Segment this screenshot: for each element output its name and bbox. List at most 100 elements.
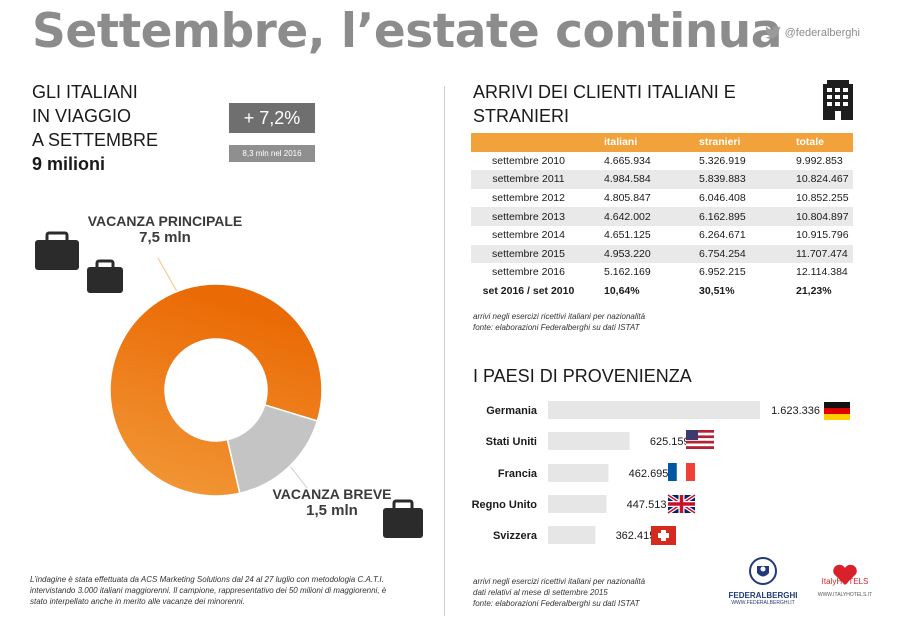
main-leader-line bbox=[157, 257, 181, 298]
arrivals-heading-line: ARRIVI DEI CLIENTI ITALIANI E STRANIERI bbox=[473, 82, 736, 126]
table-row: settembre 2014 4.651.125 6.264.671 10.91… bbox=[471, 226, 853, 245]
column-header: italiani bbox=[586, 133, 687, 152]
cell-italiani: 4.984.584 bbox=[586, 170, 687, 189]
vacation-donut-chart bbox=[35, 231, 423, 538]
cell-italiani: 5.162.169 bbox=[604, 266, 651, 279]
table-note-line: fonte: elaborazioni Federalberghi su dat… bbox=[473, 323, 640, 332]
twitter-bird-icon bbox=[764, 26, 781, 39]
bar bbox=[548, 401, 760, 419]
bar bbox=[548, 432, 630, 450]
table-note-line: arrivi negli esercizi ricettivi italiani… bbox=[473, 312, 646, 321]
row-period: settembre 2010 bbox=[492, 154, 565, 167]
survey-footnote: L’indagine è stata effettuata da ACS Mar… bbox=[30, 575, 387, 606]
table-note: arrivi negli esercizi ricettivi italiani… bbox=[473, 311, 645, 333]
cell-italiani: 4.805.847 bbox=[604, 192, 651, 205]
suitcase-icon bbox=[35, 231, 79, 270]
column-header: stranieri bbox=[687, 133, 784, 152]
page-title: Settembre, l’estate continua bbox=[32, 4, 782, 59]
table-header-row: italiani stranieri totale bbox=[471, 133, 853, 152]
cell-stranieri: 6.162.895 bbox=[687, 207, 784, 226]
cell-stranieri: 6.754.254 bbox=[687, 244, 784, 264]
cell-totale: 9.992.853 bbox=[796, 154, 843, 167]
federalberghi-name: FEDERALBERGHI bbox=[728, 591, 798, 600]
cell-stranieri: 5.326.919 bbox=[699, 154, 746, 167]
france-flag-icon bbox=[668, 462, 695, 482]
change-note: 8,3 mln nel 2016 bbox=[229, 145, 315, 162]
cell-totale: 10.915.796 bbox=[796, 229, 849, 242]
column-header: totale bbox=[784, 133, 853, 152]
bar-category-label: Francia bbox=[498, 468, 538, 480]
summary-period: set 2016 / set 2010 bbox=[471, 281, 586, 301]
summary-italiani: 10,64% bbox=[586, 281, 687, 301]
segment-label-short: VACANZA BREVE 1,5 mln bbox=[262, 486, 402, 519]
donut-slice-short bbox=[226, 403, 319, 495]
bar-category-label: Germania bbox=[486, 405, 538, 417]
switzerland-flag-icon bbox=[651, 526, 676, 545]
segment-name: VACANZA PRINCIPALE bbox=[87, 213, 243, 229]
bar-value-label: 625.159 bbox=[650, 436, 690, 448]
table-row: settembre 2013 4.642.002 6.162.895 10.80… bbox=[471, 207, 853, 226]
cell-totale: 10.804.897 bbox=[784, 207, 853, 226]
heart-icon bbox=[833, 564, 857, 585]
bar-value-label: 1.623.336 bbox=[771, 405, 820, 417]
usa-flag-icon bbox=[686, 430, 714, 449]
bar-category-label: Regno Unito bbox=[472, 499, 538, 511]
cell-italiani: 4.953.220 bbox=[586, 244, 687, 264]
suitcase-icon bbox=[383, 499, 423, 538]
segment-value: 7,5 mln bbox=[139, 229, 191, 246]
row-period: settembre 2013 bbox=[471, 207, 586, 226]
row-period: settembre 2016 bbox=[492, 266, 565, 279]
bar-value-label: 462.695 bbox=[629, 468, 669, 480]
twitter-handle[interactable]: @federalberghi bbox=[764, 26, 860, 39]
federalberghi-crest-icon bbox=[749, 557, 777, 585]
suitcase-icon bbox=[87, 259, 123, 293]
change-badge: + 7,2% bbox=[229, 103, 315, 133]
cell-italiani: 4.642.002 bbox=[586, 207, 687, 226]
table-row: settembre 2012 4.805.847 6.046.408 10.85… bbox=[471, 189, 853, 208]
arrivals-table: italiani stranieri totale settembre 2010… bbox=[471, 133, 853, 301]
federalberghi-url: WWW.FEDERALBERGHI.IT bbox=[731, 600, 795, 606]
bar bbox=[548, 464, 609, 482]
bar-category-label: Stati Uniti bbox=[486, 436, 537, 448]
travel-heading: GLI ITALIANI IN VIAGGIO A SETTEMBRE 9 mi… bbox=[32, 80, 158, 176]
countries-footnote-line: arrivi negli esercizi ricettivi italiani… bbox=[473, 577, 646, 586]
federalberghi-logo[interactable]: FEDERALBERGHI WWW.FEDERALBERGHI.IT bbox=[728, 556, 798, 606]
row-period: settembre 2012 bbox=[492, 192, 565, 205]
cell-totale: 12.114.384 bbox=[796, 266, 848, 279]
twitter-handle-text: @federalberghi bbox=[784, 26, 860, 39]
donut-slice-main bbox=[109, 283, 323, 497]
travel-heading-line: GLI ITALIANI bbox=[32, 82, 138, 102]
short-leader-line bbox=[289, 465, 308, 489]
cell-totale: 10.824.467 bbox=[784, 170, 853, 189]
segment-value: 1,5 mln bbox=[306, 502, 358, 519]
building-icon bbox=[823, 80, 853, 120]
italyhotels-logo[interactable]: ItalyHOTELS WWW.ITALYHOTELS.IT bbox=[810, 564, 880, 598]
bar-value-label: 362.415 bbox=[616, 530, 656, 542]
uk-flag-icon bbox=[666, 493, 697, 515]
travel-total: 9 milioni bbox=[32, 154, 106, 174]
column-header bbox=[471, 133, 586, 152]
segment-name: VACANZA BREVE bbox=[272, 486, 392, 502]
row-period: settembre 2015 bbox=[471, 244, 586, 264]
countries-bar-chart: Germania 1.623.336 Stati Uniti 625.159 Franc… bbox=[472, 401, 850, 545]
cell-stranieri: 6.264.671 bbox=[699, 229, 746, 242]
table-row: settembre 2016 5.162.169 6.952.215 12.11… bbox=[471, 263, 853, 282]
countries-heading: I PAESI DI PROVENIENZA bbox=[473, 366, 692, 386]
cell-italiani: 4.665.934 bbox=[604, 154, 651, 167]
cell-stranieri: 5.839.883 bbox=[687, 170, 784, 189]
italyhotels-url: WWW.ITALYHOTELS.IT bbox=[817, 592, 873, 598]
countries-footnote-line: dati relativi al mese di settembre 2015 bbox=[473, 588, 608, 597]
countries-footnote: arrivi negli esercizi ricettivi italiani… bbox=[473, 576, 645, 609]
bar bbox=[548, 526, 596, 544]
italyhotels-name: ItalyHOTELS bbox=[821, 577, 869, 586]
segment-label-main: VACANZA PRINCIPALE 7,5 mln bbox=[70, 213, 260, 246]
table-row: settembre 2015 4.953.220 6.754.254 11.70… bbox=[471, 244, 853, 264]
table-row: settembre 2010 4.665.934 5.326.919 9.992… bbox=[471, 152, 853, 171]
cell-stranieri: 6.046.408 bbox=[699, 192, 746, 205]
table-row: settembre 2011 4.984.584 5.839.883 10.82… bbox=[471, 170, 853, 189]
bar-value-label: 447.513 bbox=[627, 499, 667, 511]
summary-stranieri: 30,51% bbox=[687, 281, 784, 301]
travel-heading-line: A SETTEMBRE bbox=[32, 130, 159, 150]
bar-category-label: Svizzera bbox=[493, 530, 538, 542]
cell-stranieri: 6.952.215 bbox=[699, 266, 746, 279]
